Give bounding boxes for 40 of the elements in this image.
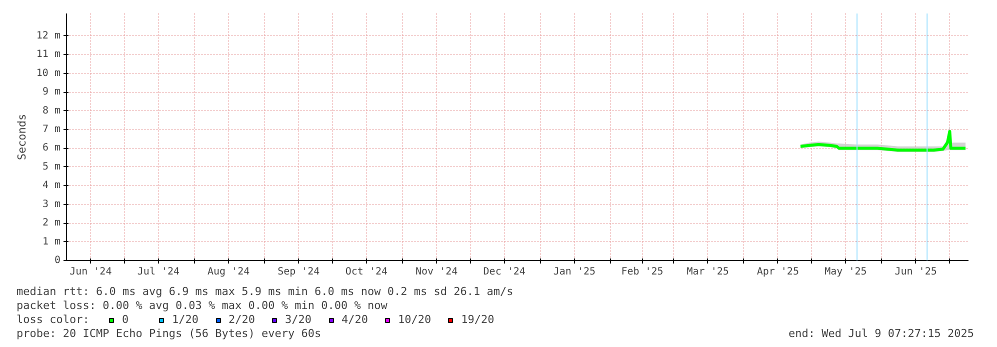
y-axis-title: Seconds <box>15 114 28 160</box>
y-tick-label: 6 m <box>42 142 60 154</box>
y-tick-label: 0 <box>54 255 61 266</box>
y-tick-label: 7 m <box>42 124 60 136</box>
legend-label: 3/20 <box>285 313 312 326</box>
text: probe: 20 ICMP Echo Pings (56 Bytes) every 60s <box>16 327 322 340</box>
line-series <box>799 130 968 152</box>
x-tick-label: Feb '25 <box>621 266 664 278</box>
legend-label: 19/20 <box>461 313 494 326</box>
x-tick-label: Jun '24 <box>70 266 112 278</box>
x-tick-label: Jun '25 <box>894 266 937 278</box>
x-tick-label: Jul '24 <box>137 266 180 278</box>
y-tick-label: 5 m <box>42 161 60 172</box>
legend-title: loss color: <box>16 313 90 326</box>
x-tick-label: Dec '24 <box>483 266 526 278</box>
y-tick-label: 8 m <box>42 105 60 116</box>
x-tick-label: Apr '25 <box>756 266 799 278</box>
x-tick-label: May '25 <box>824 266 867 278</box>
legend-label: 0 <box>122 313 130 326</box>
text: packet loss: 0.00 % avg 0.03 % max 0.00 % min 0.00 % now <box>16 299 388 312</box>
x-tick-label: Jan '25 <box>553 266 596 278</box>
x-tick-label: Oct '24 <box>345 266 388 278</box>
legend-label: 1/20 <box>172 313 198 326</box>
x-tick-label: Aug '24 <box>207 266 250 278</box>
legend-label: 2/20 <box>228 313 255 326</box>
y-tick-label: 12 m <box>36 30 61 42</box>
x-tick-label: Sep '24 <box>278 266 320 278</box>
y-tick-label: 4 m <box>42 180 60 192</box>
y-tick-label: 9 m <box>42 86 60 98</box>
y-tick-label: 1 m <box>42 236 60 248</box>
y-tick-label: 3 m <box>42 198 60 210</box>
legend-label: 10/20 <box>398 313 432 326</box>
text: median rtt: 6.0 ms avg 6.9 ms max 5.9 ms min 6.0 ms now 0.2 ms sd 26.1 am/s <box>16 285 514 298</box>
y-tick-label: 2 m <box>42 218 60 229</box>
x-tick-label: Nov '24 <box>415 266 458 278</box>
y-tick-label: 10 m <box>36 68 61 79</box>
text: end: Wed Jul 9 07:27:15 2025 <box>788 327 974 340</box>
x-tick-label: Mar '25 <box>686 266 729 278</box>
legend-label: 4/20 <box>342 313 368 326</box>
y-tick-label: 11 m <box>36 49 61 60</box>
